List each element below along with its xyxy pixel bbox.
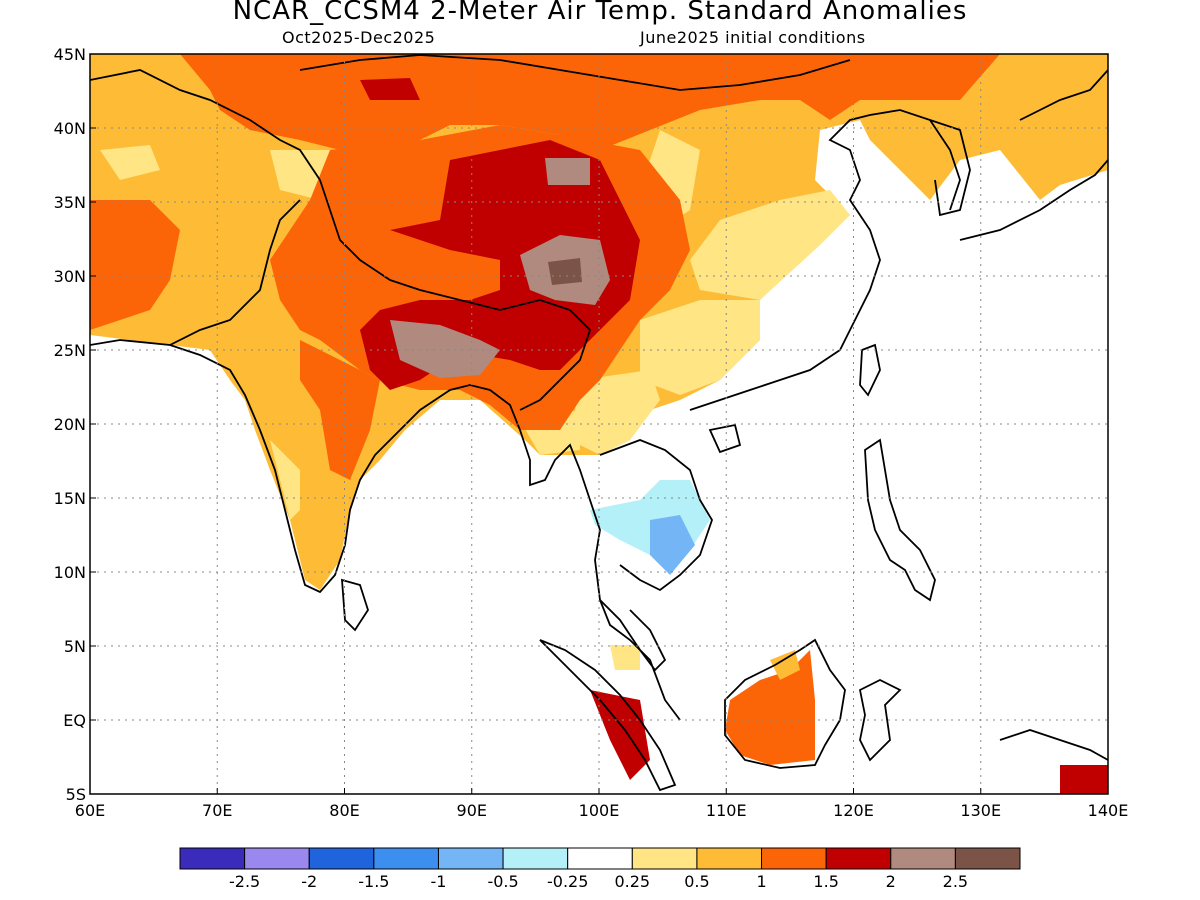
coast-sumatra	[539, 639, 677, 792]
field-1-1p5-india	[300, 340, 380, 480]
lat-tick-label: EQ	[63, 711, 86, 730]
field-0p25-0p5-b	[640, 300, 760, 395]
lat-tick-label: 15N	[54, 489, 86, 508]
field-1-1p5-west	[90, 200, 180, 330]
lon-tick-label: 130E	[960, 801, 1001, 820]
field-neg0p5-neg1	[650, 515, 695, 575]
legend-swatch	[373, 847, 439, 870]
legend-label: -1.5	[358, 872, 389, 891]
coast-philippines	[864, 438, 936, 602]
field-0p5-1-borneo	[770, 650, 800, 680]
legend-swatch	[696, 847, 763, 870]
field-0p25-0p5-g	[100, 145, 160, 180]
legend-label: -2.5	[229, 872, 260, 891]
legend-swatch	[502, 847, 569, 870]
legend-swatch	[437, 847, 504, 870]
lat-tick-label: 35N	[54, 193, 86, 212]
field-1p5-2-north	[360, 78, 420, 100]
coast-new-guinea	[999, 729, 1108, 761]
boundary-mongolia	[299, 54, 851, 91]
coast-china	[689, 109, 961, 411]
coast-hainan	[708, 423, 742, 454]
forecast-period: Oct2025-Dec2025	[282, 28, 436, 47]
coast-taiwan	[859, 343, 881, 397]
lat-tick-label: 40N	[54, 119, 86, 138]
legend-label: -2	[301, 872, 317, 891]
legend-swatch	[890, 847, 956, 870]
lat-tick-label: 5S	[66, 785, 86, 804]
legend-label: -0.5	[487, 872, 518, 891]
coast-malay	[599, 599, 667, 672]
lon-tick-label: 90E	[457, 801, 487, 820]
lon-tick-label: 80E	[329, 801, 359, 820]
field-0p25-0p5-f	[270, 440, 300, 520]
field-2-2p5-ganges	[390, 320, 500, 378]
legend-swatch	[179, 847, 246, 870]
coast-korea	[929, 119, 971, 217]
lat-tick-label: 45N	[54, 45, 86, 64]
legend-label: 0.25	[614, 872, 650, 891]
lat-tick-label: 30N	[54, 267, 86, 286]
map-title: NCAR_CCSM4 2-Meter Air Temp. Standard An…	[232, 0, 968, 26]
field-1p5-2-ng	[1060, 765, 1108, 794]
graticule	[90, 54, 1108, 794]
legend-swatch	[631, 847, 698, 870]
legend-swatch	[761, 847, 827, 870]
legend-label: -0.25	[547, 872, 588, 891]
legend-label: 0.5	[684, 872, 709, 891]
latitude-labels: 45N 40N 35N 30N 25N 20N 15N 10N 5N EQ 5S	[54, 45, 96, 804]
field-0p25-0p5-sumatra	[610, 645, 640, 670]
coast-japan	[959, 69, 1108, 241]
coast-borneo	[724, 638, 846, 769]
initial-conditions: June2025 initial conditions	[640, 28, 866, 47]
legend-swatch	[954, 847, 1021, 870]
color-legend: -2.5 -2 -1.5 -1 -0.5 -0.25 0.25 0.5 1 1.5 2 2.5	[179, 847, 1021, 891]
lon-tick-label: 140E	[1088, 801, 1129, 820]
boundary-south-asia	[169, 199, 301, 346]
legend-swatch	[567, 847, 633, 870]
lat-tick-label: 25N	[54, 341, 86, 360]
boundary-central-asia	[90, 69, 592, 411]
field-above-2p5	[548, 258, 582, 285]
lat-tick-label: 5N	[64, 637, 86, 656]
field-1-1p5-north	[180, 54, 1000, 150]
coast-sulawesi	[858, 678, 902, 762]
lon-tick-label: 100E	[579, 801, 620, 820]
legend-swatch	[825, 847, 892, 870]
field-1-1p5-borneo	[725, 650, 815, 765]
lon-tick-label: 120E	[833, 801, 874, 820]
lon-tick-label: 60E	[75, 801, 105, 820]
field-0p25-0p5-c	[570, 370, 660, 455]
coastlines	[90, 54, 1108, 792]
coast-sri-lanka	[341, 578, 369, 632]
legend-label: -1	[430, 872, 446, 891]
legend-swatch	[244, 847, 310, 870]
legend-label: 2.5	[943, 872, 968, 891]
lat-tick-label: 10N	[54, 563, 86, 582]
lon-tick-label: 110E	[706, 801, 747, 820]
legend-swatch	[308, 847, 375, 870]
coast-arabia-india	[90, 339, 681, 721]
coast-indochina	[599, 439, 713, 592]
legend-label: 2	[886, 872, 896, 891]
field-2-2p5-north	[545, 158, 590, 185]
lon-tick-label: 70E	[202, 801, 232, 820]
longitude-labels: 60E 70E 80E 90E 100E 110E 120E 130E 140E	[75, 788, 1129, 820]
legend-label: 1	[756, 872, 766, 891]
field-0p25-0p5-a	[690, 190, 850, 300]
lat-tick-label: 20N	[54, 415, 86, 434]
legend-label: 1.5	[813, 872, 838, 891]
